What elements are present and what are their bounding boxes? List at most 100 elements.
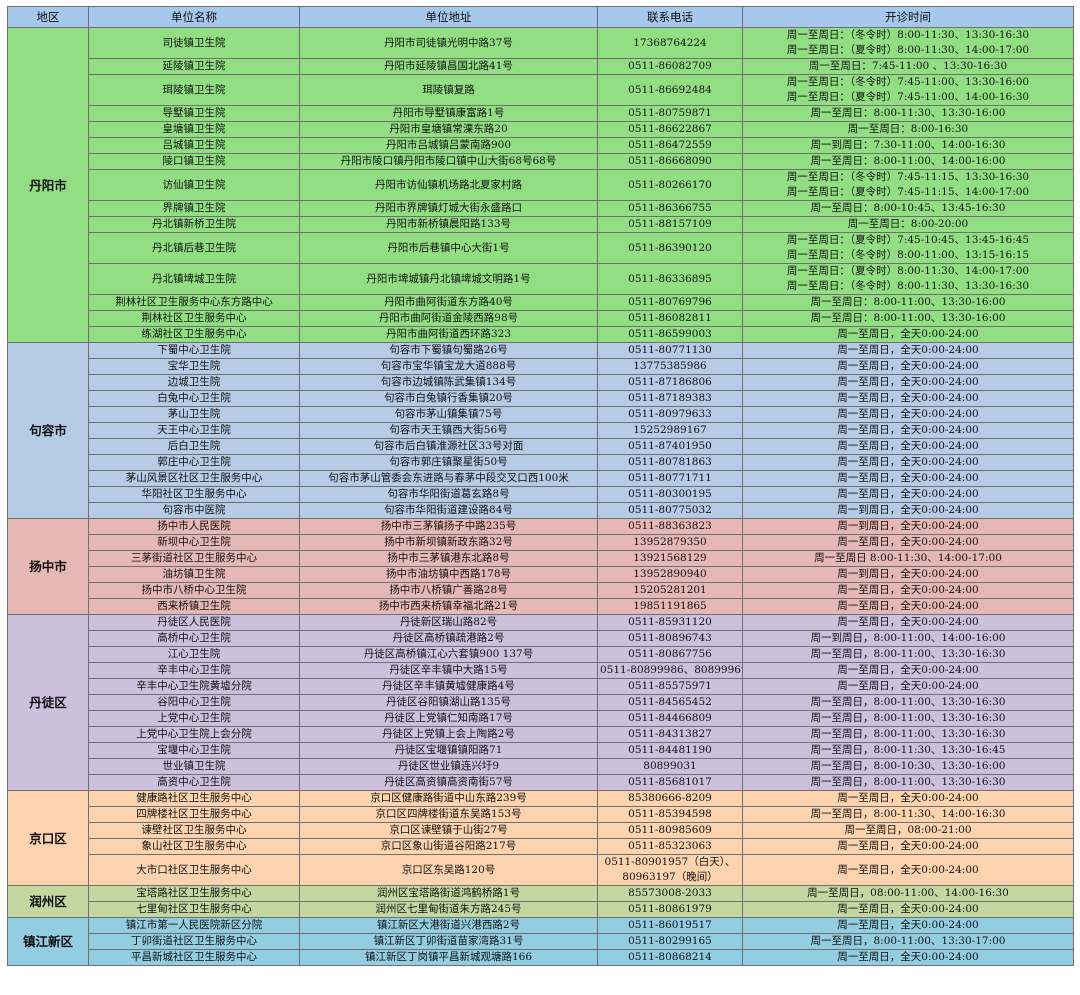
header-phone: 联系电话 bbox=[597, 6, 743, 28]
hours-cell: 周一至周日：7:45-11:00 、13:30-16:30 bbox=[742, 58, 1074, 75]
unit-name-cell: 谏壁社区卫生服务中心 bbox=[88, 822, 300, 839]
unit-name-cell: 访仙镇卫生院 bbox=[88, 169, 300, 201]
unit-name-cell: 油坊镇卫生院 bbox=[88, 566, 300, 583]
phone-cell: 0511-80771130 bbox=[597, 342, 743, 359]
unit-name-cell: 三茅街道社区卫生服务中心 bbox=[88, 550, 300, 567]
phone-cell: 19851191865 bbox=[597, 598, 743, 615]
table-row: 扬中市 扬中市人民医院 扬中市三茅镇扬子中路235号 0511-88363823 周一到… bbox=[7, 518, 1074, 615]
clinic-table: 地区 单位名称 单位地址 联系电话 开诊时间 丹阳市 司徒镇卫生院 丹阳市司徒镇光明… bbox=[7, 6, 1074, 966]
address-cell: 丹阳市曲阿街道西环路323 bbox=[299, 326, 598, 343]
phone-cell: 0511-80299165 bbox=[597, 933, 743, 950]
unit-name-cell: 丁卯街道社区卫生服务中心 bbox=[88, 933, 300, 950]
hours-cell: 周一至周日，08:00-21:00 bbox=[742, 822, 1074, 839]
unit-name-cell: 延陵镇卫生院 bbox=[88, 58, 300, 75]
address-cell: 珥陵镇复路 bbox=[299, 74, 598, 106]
address-cell: 丹徒区高资镇高资南街57号 bbox=[299, 774, 598, 791]
phone-cell: 0511-88363823 bbox=[597, 518, 743, 535]
address-cell: 京口区健康路街道中山东路239号 bbox=[299, 790, 598, 807]
address-cell: 句容市茅山镇集镇75号 bbox=[299, 406, 598, 423]
address-cell: 京口区谏壁镇于山街27号 bbox=[299, 822, 598, 839]
hours-cell: 周一至周日，全天0:00-24:00 bbox=[742, 598, 1074, 615]
phone-cell: 0511-87401950 bbox=[597, 438, 743, 455]
address-cell: 丹徒区谷阳镇湖山路135号 bbox=[299, 694, 598, 711]
phone-cell: 15205281201 bbox=[597, 582, 743, 599]
phone-cell: 0511-80985609 bbox=[597, 822, 743, 839]
table-row: 三茅街道社区卫生服务中心 扬中市三茅镇港东北路8号 13921568129 周一至周日… bbox=[7, 550, 1074, 567]
address-cell: 扬中市八桥镇广善路28号 bbox=[299, 582, 598, 599]
hours-cell: 周一至周日，全天0:00-24:00 bbox=[742, 470, 1074, 487]
address-cell: 句容市郭庄镇聚星街50号 bbox=[299, 454, 598, 471]
address-cell: 丹阳市访仙镇机场路北夏家村路 bbox=[299, 169, 598, 201]
phone-cell: 13952879350 bbox=[597, 534, 743, 551]
unit-name-cell: 后白卫生院 bbox=[88, 438, 300, 455]
cell-line: 周一至周日：（夏令时）8:00-11:30、14:00-17:00 bbox=[786, 265, 1030, 277]
hours-cell: 周一至周日，8:00-11:00、13:30-16:30 bbox=[742, 726, 1074, 743]
cell-line: 周一至周日：（冬令时）8:00-11:30、13:30-16:30 bbox=[786, 29, 1030, 41]
phone-cell: 0511-80775032 bbox=[597, 502, 743, 519]
hours-cell: 周一至周日，全天0:00-24:00 bbox=[742, 486, 1074, 503]
table-row: 延陵镇卫生院 丹阳市延陵镇昌国北路41号 0511-86082709 周一至周日：7:… bbox=[7, 58, 1074, 75]
address-cell: 句容市边城镇陈武集镇134号 bbox=[299, 374, 598, 391]
phone-cell: 0511-84466809 bbox=[597, 710, 743, 727]
hours-cell: 周一至周日，全天0:00-24:00 bbox=[742, 614, 1074, 631]
phone-cell: 13775385986 bbox=[597, 358, 743, 375]
phone-cell: 0511-80979633 bbox=[597, 406, 743, 423]
hours-cell: 周一至周日，8:00-11:00、13:30-16:30 bbox=[742, 694, 1074, 711]
hours-cell: 周一至周日，08:00-11:00、14:00-16:30 bbox=[742, 885, 1074, 902]
unit-name-cell: 郭庄中心卫生院 bbox=[88, 454, 300, 471]
hours-cell: 周一至周日，8:00-11:00、13:30-16:30 bbox=[742, 774, 1074, 791]
table-row: 七里甸社区卫生服务中心 润州区七里甸街道朱方路245号 0511-80861979 周… bbox=[7, 901, 1074, 918]
unit-name-cell: 宝堰中心卫生院 bbox=[88, 742, 300, 759]
table-row: 世业镇卫生院 丹徒区世业镇连兴圩9 80899031 周一至周日，8:00-10:30… bbox=[7, 758, 1074, 775]
phone-cell: 0511-84481190 bbox=[597, 742, 743, 759]
phone-cell: 15252989167 bbox=[597, 422, 743, 439]
unit-name-cell: 下蜀中心卫生院 bbox=[88, 342, 300, 359]
address-cell: 扬中市三茅镇扬子中路235号 bbox=[299, 518, 598, 535]
phone-cell: 0511-86082709 bbox=[597, 58, 743, 75]
address-cell: 扬中市新坝镇新政东路32号 bbox=[299, 534, 598, 551]
address-cell: 丹徒区上党镇仁知南路17号 bbox=[299, 710, 598, 727]
unit-name-cell: 平昌新城社区卫生服务中心 bbox=[88, 949, 300, 966]
hours-cell: 周一至周日：8:00-10:45、13:45-16:30 bbox=[742, 200, 1074, 217]
table-row: 荆林社区卫生服务中心东方路中心 丹阳市曲阿街道东方路40号 0511-8076979… bbox=[7, 294, 1074, 311]
hours-cell: 周一至周日，全天0:00-24:00 bbox=[742, 534, 1074, 551]
phone-cell: 0511-86668090 bbox=[597, 153, 743, 170]
hours-cell: 周一到周日：7:30-11:00、14:00-16:30 bbox=[742, 137, 1074, 154]
hours-cell: 周一到周日，全天0:00-24:00 bbox=[742, 566, 1074, 583]
unit-name-cell: 大市口社区卫生服务中心 bbox=[88, 854, 300, 886]
address-cell: 丹阳市曲阿街道东方路40号 bbox=[299, 294, 598, 311]
hours-cell: 周一至周日，全天0:00-24:00 bbox=[742, 917, 1074, 934]
unit-name-cell: 荆林社区卫生服务中心 bbox=[88, 310, 300, 327]
phone-cell: 80899031 bbox=[597, 758, 743, 775]
hours-cell: 周一至周日，8:00-11:00、13:30-17:00 bbox=[742, 933, 1074, 950]
address-cell: 句容市华阳街道建设路84号 bbox=[299, 502, 598, 519]
header-unit-name: 单位名称 bbox=[88, 6, 300, 28]
address-cell: 句容市后白镇淮源社区33号对面 bbox=[299, 438, 598, 455]
table-row: 后白卫生院 句容市后白镇淮源社区33号对面 0511-87401950 周一至周日，全… bbox=[7, 438, 1074, 455]
unit-name-cell: 宝华卫生院 bbox=[88, 358, 300, 375]
address-cell: 镇江新区大港街道兴港西路2号 bbox=[299, 917, 598, 934]
hours-cell: 周一至周日：（冬令时）7:45-11:00、13:30-16:00 周一至周日：（… bbox=[742, 74, 1074, 106]
hours-cell: 周一至周日，全天0:00-24:00 bbox=[742, 390, 1074, 407]
phone-cell: 13952890940 bbox=[597, 566, 743, 583]
phone-cell: 0511-85575971 bbox=[597, 678, 743, 695]
hours-cell: 周一至周日，全天0:00-24:00 bbox=[742, 326, 1074, 343]
hours-cell: 周一至周日，全天0:00-24:00 bbox=[742, 438, 1074, 455]
hours-cell: 周一至周日：8:00-16:30 bbox=[742, 121, 1074, 138]
table-row: 谏壁社区卫生服务中心 京口区谏壁镇于山街27号 0511-80985609 周一至周日… bbox=[7, 822, 1074, 839]
table-row: 丹北镇埤城卫生院 丹阳市埤城镇丹北镇埤城文明路1号 0511-86336895 周一至… bbox=[7, 263, 1074, 295]
phone-cell: 0511-86336895 bbox=[597, 263, 743, 295]
unit-name-cell: 珥陵镇卫生院 bbox=[88, 74, 300, 106]
phone-cell: 0511-80300195 bbox=[597, 486, 743, 503]
unit-name-cell: 练湖社区卫生服务中心 bbox=[88, 326, 300, 343]
table-row: 华阳社区卫生服务中心 句容市华阳街道葛玄路8号 0511-80300195 周一至周日… bbox=[7, 486, 1074, 503]
address-cell: 丹阳市曲阿街道金陵西路98号 bbox=[299, 310, 598, 327]
address-cell: 丹徒区高桥镇疏港路2号 bbox=[299, 630, 598, 647]
table-row: 润州区 宝塔路社区卫生服务中心 润州区宝塔路街道鸿鹤桥路1号 85573008-203… bbox=[7, 885, 1074, 918]
hours-cell: 周一至周日，8:00-11:00、13:30-16:30 bbox=[742, 646, 1074, 663]
address-cell: 丹阳市司徒镇光明中路37号 bbox=[299, 27, 598, 59]
phone-cell: 0511-86622867 bbox=[597, 121, 743, 138]
unit-name-cell: 吕城镇卫生院 bbox=[88, 137, 300, 154]
unit-name-cell: 丹北镇新桥卫生院 bbox=[88, 216, 300, 233]
table-row: 高桥中心卫生院 丹徒区高桥镇疏港路2号 0511-80896743 周一到周日，8:0… bbox=[7, 630, 1074, 647]
